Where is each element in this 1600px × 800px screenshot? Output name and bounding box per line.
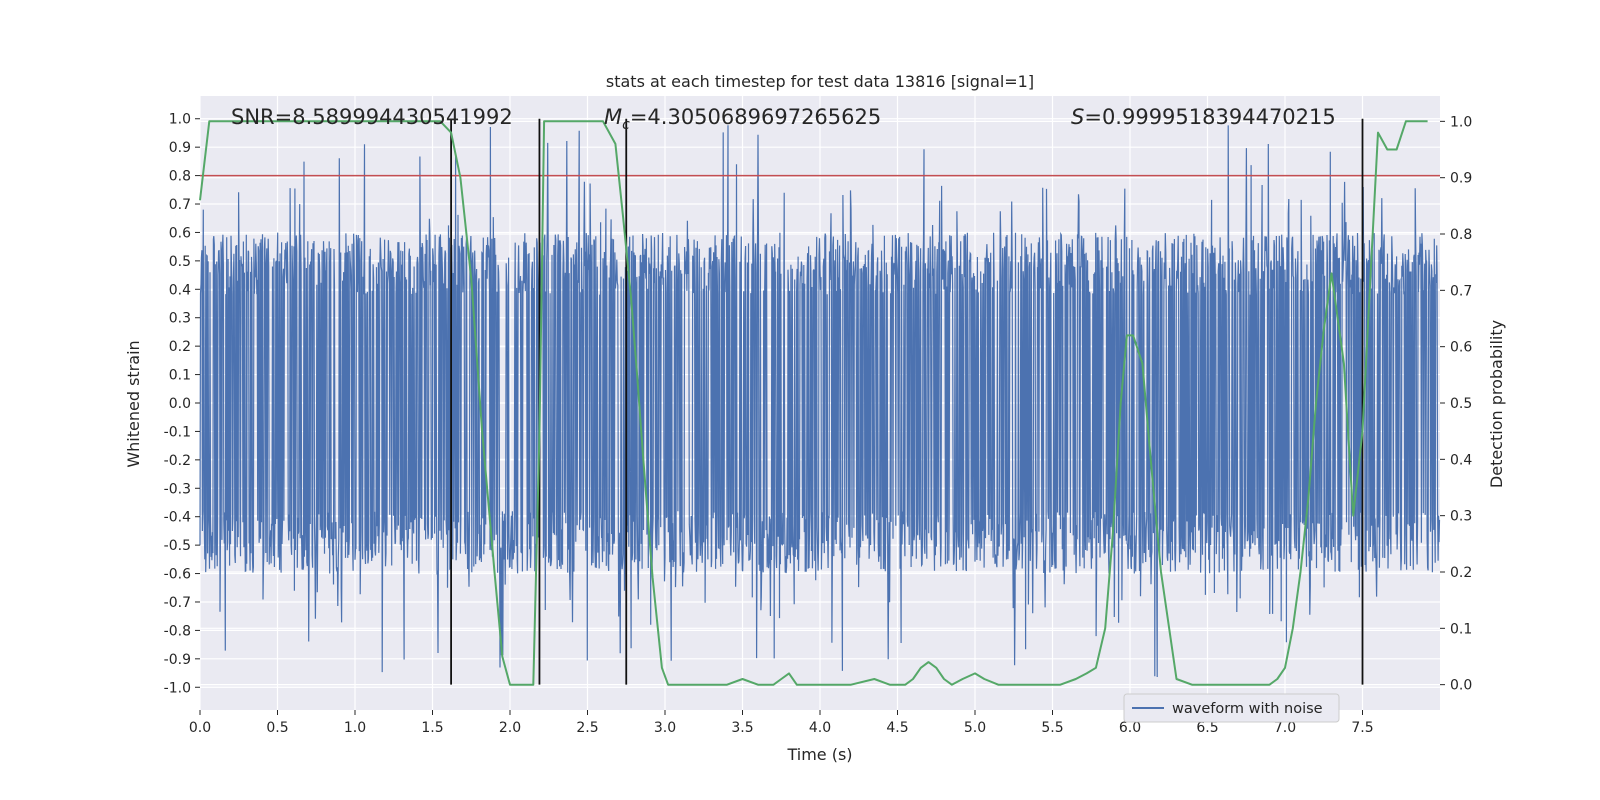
- chart-title: stats at each timestep for test data 138…: [606, 72, 1034, 91]
- x-tick-label: 1.5: [421, 720, 443, 736]
- y-tick-label: -0.4: [164, 510, 191, 526]
- y-tick-label: -0.8: [164, 623, 191, 639]
- y-tick-label: 0.1: [169, 368, 191, 384]
- x-tick-label: 7.0: [1274, 720, 1296, 736]
- x-axis-ticks: 0.0 0.5 1.0 1.5 2.0 2.5 3.0 3.5 4.0 4.5 5.0 5.5 6.0 6…: [189, 710, 1374, 736]
- y-tick-label: -0.1: [164, 424, 191, 440]
- y2-tick-label: 0.1: [1450, 621, 1472, 637]
- y2-tick-label: 0.6: [1450, 340, 1472, 356]
- y-tick-label: 0.5: [169, 254, 191, 270]
- legend-label: waveform with noise: [1172, 701, 1323, 717]
- x-tick-label: 5.5: [1041, 720, 1063, 736]
- y-tick-label: 0.9: [169, 140, 191, 156]
- y2-tick-label: 0.9: [1450, 171, 1472, 187]
- x-tick-label: 0.5: [266, 720, 288, 736]
- y2-tick-label: 0.4: [1450, 452, 1472, 468]
- chirp-mass-annotation: Mc=4.3050689697265625: [604, 105, 881, 133]
- y-tick-label: -0.7: [164, 595, 191, 611]
- x-tick-label: 4.0: [809, 720, 831, 736]
- x-tick-label: 3.0: [654, 720, 676, 736]
- waveform-with-noise-series: [199, 125, 1441, 678]
- y2-tick-label: 0.0: [1450, 678, 1472, 694]
- y2-tick-label: 0.5: [1450, 396, 1472, 412]
- y-tick-label: 0.3: [169, 311, 191, 327]
- x-tick-label: 1.0: [344, 720, 366, 736]
- x-tick-label: 4.5: [886, 720, 908, 736]
- y-tick-label: 1.0: [169, 112, 191, 128]
- detection-probability-line: [199, 120, 1428, 686]
- y-tick-label: -0.9: [164, 652, 191, 668]
- x-tick-label: 0.0: [189, 720, 211, 736]
- legend: waveform with noise: [1123, 693, 1340, 723]
- y-axis-label: Whitened strain: [124, 340, 143, 467]
- x-tick-label: 5.0: [964, 720, 986, 736]
- snr-annotation: SNR=8.589994430541992: [231, 105, 513, 129]
- y-tick-label: -1.0: [164, 680, 191, 696]
- y2-tick-label: 0.7: [1450, 283, 1472, 299]
- y-tick-label: 0.6: [169, 225, 191, 241]
- noise-trace: [199, 125, 1441, 678]
- y2-tick-label: 0.2: [1450, 565, 1472, 581]
- y-tick-label: -0.6: [164, 567, 191, 583]
- legend-box: [1123, 693, 1340, 723]
- y-axis-ticks: 1.0 0.9 0.8 0.7 0.6 0.5 0.4 0.3 0.2 0.1 0.0 -0.1 -0.…: [164, 112, 200, 696]
- y-tick-label: 0.0: [169, 396, 191, 412]
- y-tick-label: -0.3: [164, 481, 191, 497]
- y-tick-label: 0.8: [169, 169, 191, 185]
- x-tick-label: 7.5: [1351, 720, 1373, 736]
- x-tick-label: 2.5: [576, 720, 598, 736]
- y2-tick-label: 0.3: [1450, 509, 1472, 525]
- x-tick-label: 3.5: [731, 720, 753, 736]
- significance-annotation: S=0.9999518394470215: [1071, 105, 1336, 129]
- y2-tick-label: 1.0: [1450, 114, 1472, 130]
- x-tick-label: 6.0: [1119, 720, 1141, 736]
- y-tick-label: -0.5: [164, 538, 191, 554]
- y2-axis-ticks: 1.0 0.9 0.8 0.7 0.6 0.5 0.4 0.3 0.2 0.1 0.0: [1440, 114, 1472, 694]
- x-axis-label: Time (s): [786, 745, 852, 764]
- y2-tick-label: 0.8: [1450, 227, 1472, 243]
- y-tick-label: 0.7: [169, 197, 191, 213]
- x-tick-label: 2.0: [499, 720, 521, 736]
- y2-axis-label: Detection probability: [1487, 320, 1506, 488]
- y-tick-label: 0.4: [169, 282, 191, 298]
- y-tick-label: -0.2: [164, 453, 191, 469]
- x-tick-label: 6.5: [1196, 720, 1218, 736]
- y-tick-label: 0.2: [169, 339, 191, 355]
